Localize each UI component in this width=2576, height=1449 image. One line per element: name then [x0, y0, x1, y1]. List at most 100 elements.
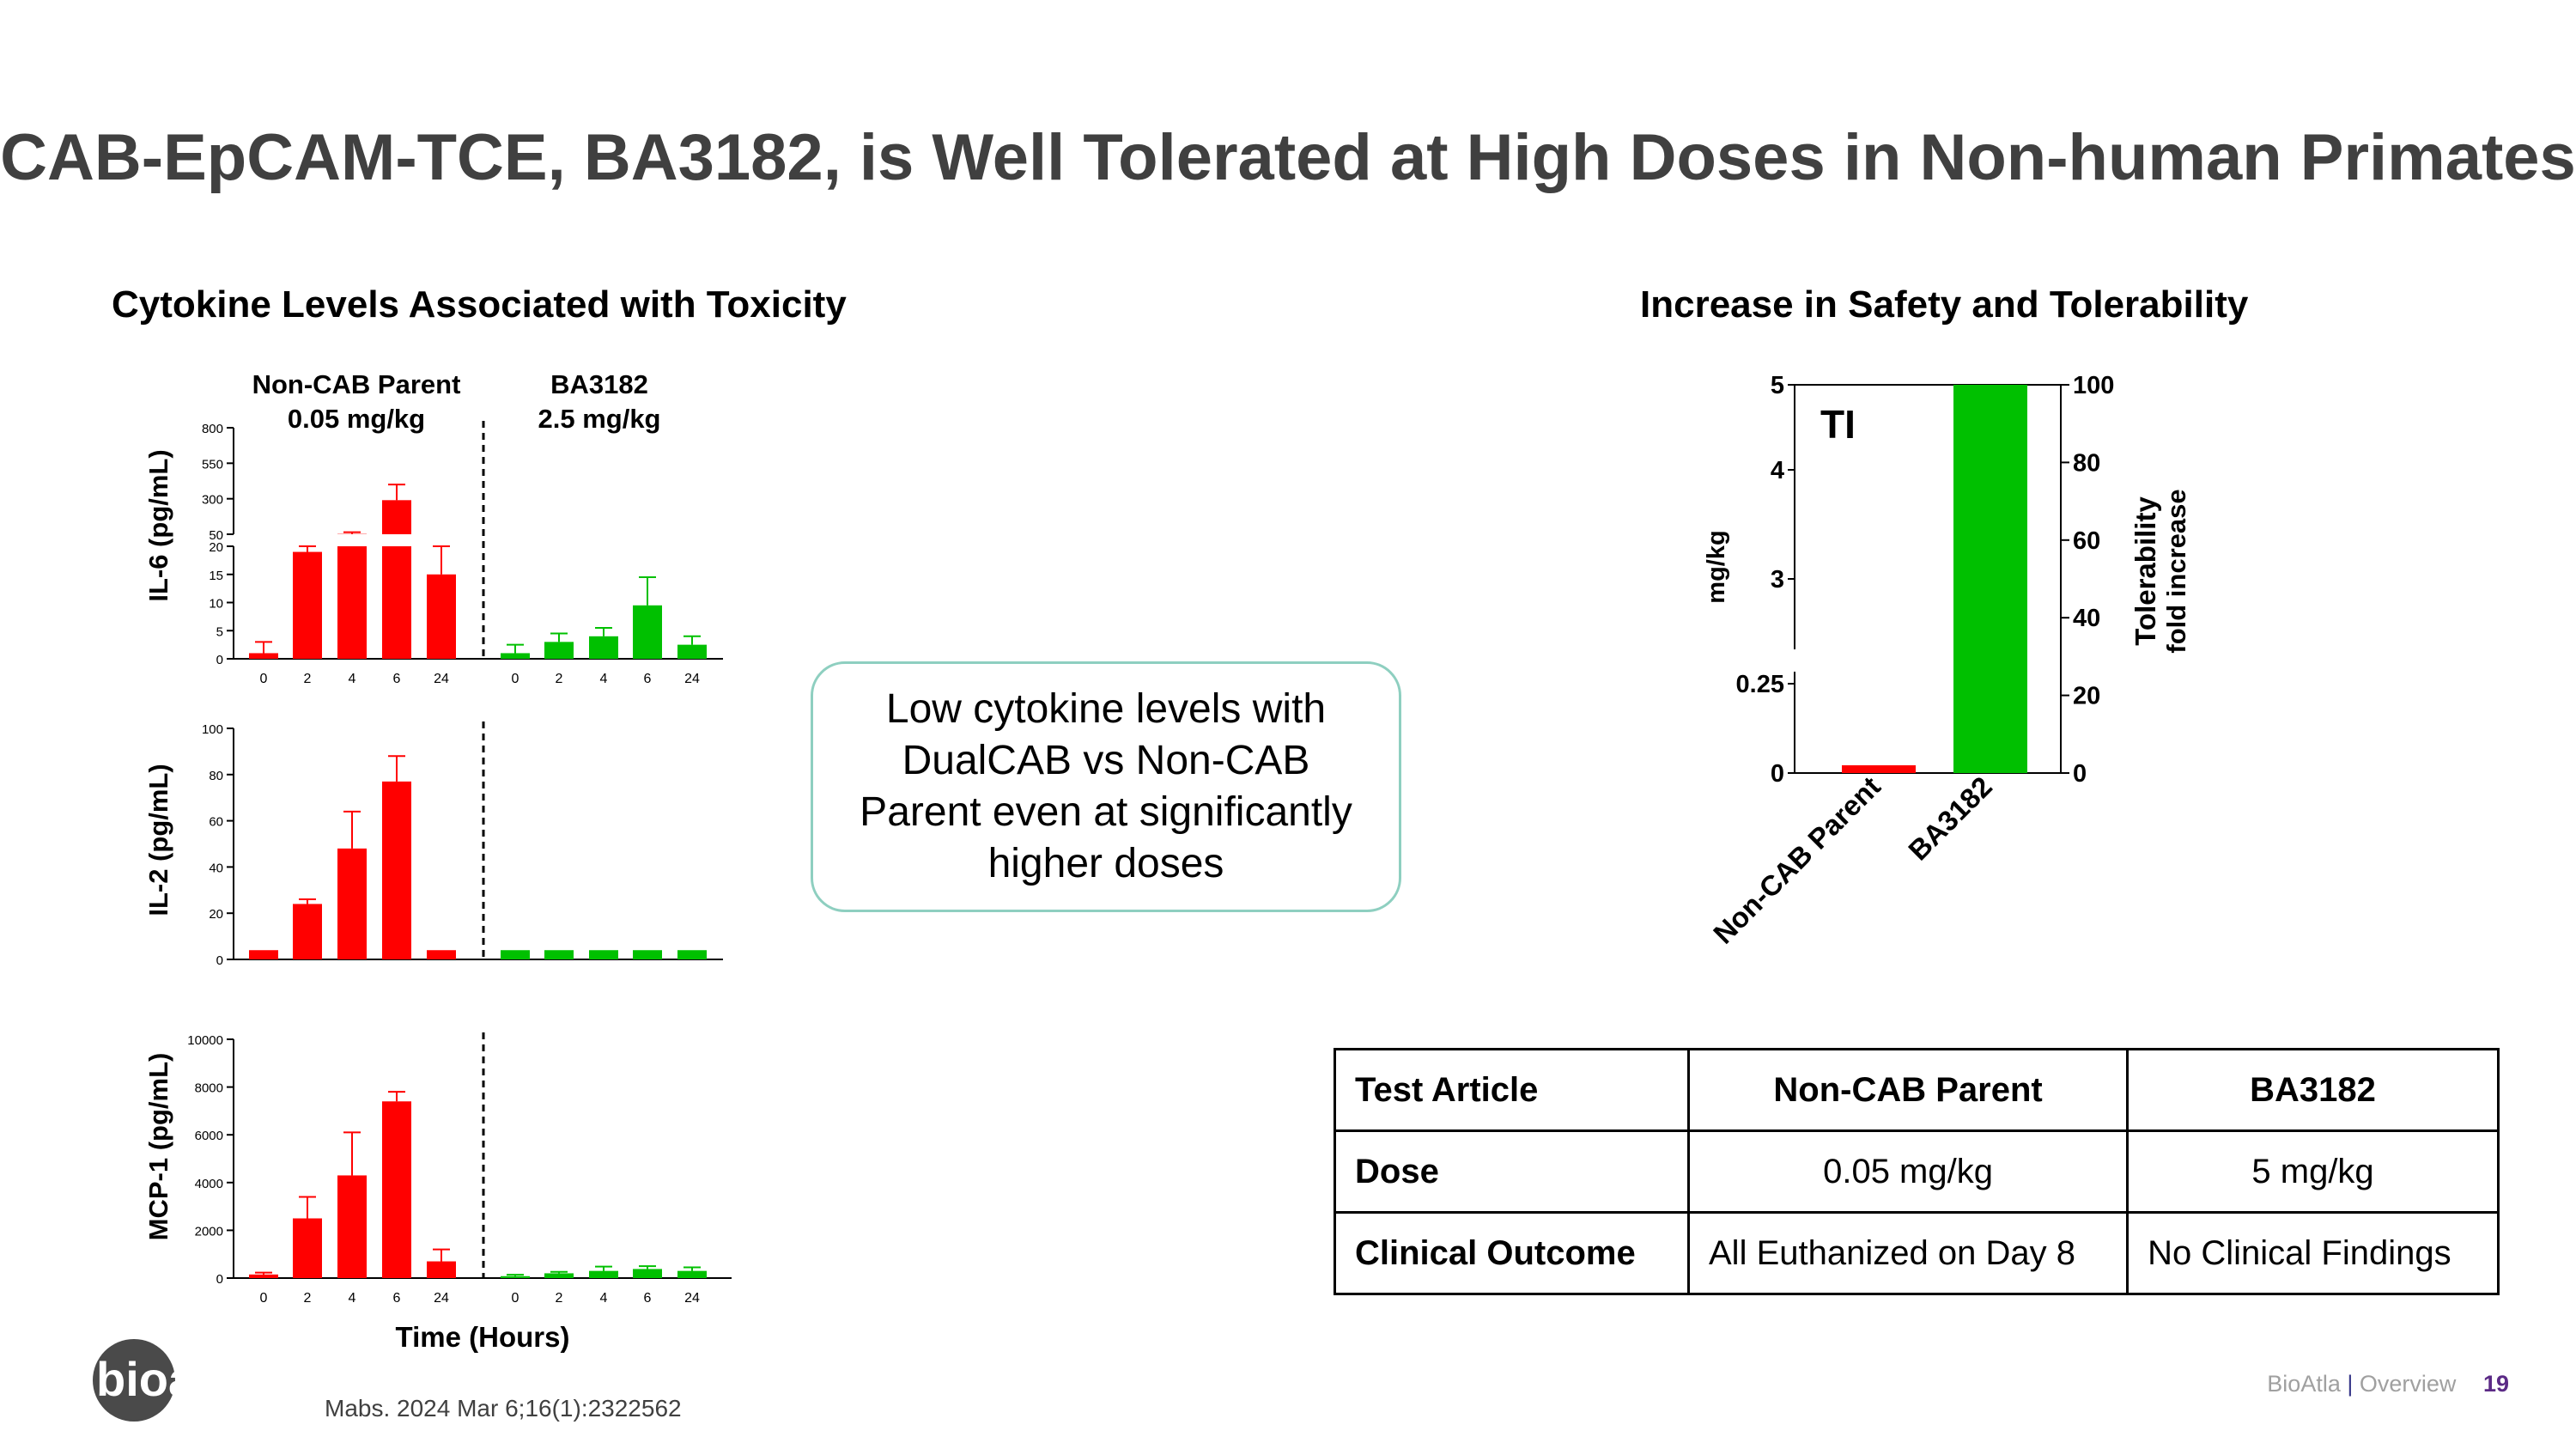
bioatla-logo: bioatla — [93, 1339, 252, 1422]
x-tick-label: 0 — [260, 672, 268, 686]
table-row: Clinical Outcome All Euthanized on Day 8… — [1334, 1211, 2500, 1295]
x-tick-label: 2 — [304, 1291, 312, 1306]
bar — [293, 904, 322, 959]
il6-y-label: IL-6 (pg/mL) — [143, 449, 173, 601]
table-row: Dose 0.05 mg/kg 5 mg/kg — [1334, 1129, 2500, 1214]
table-header-cell: BA3182 — [2126, 1048, 2500, 1132]
y-tick-label: 2000 — [195, 1224, 223, 1239]
y-tick-label: 550 — [202, 457, 223, 472]
footer-separator: | — [2347, 1371, 2354, 1397]
y-tick-label: 4000 — [195, 1177, 223, 1191]
callout-box: Low cytokine levels with DualCAB vs Non-… — [811, 661, 1401, 912]
y-tick-label: 80 — [209, 769, 223, 783]
bar — [589, 636, 618, 659]
right-tick-label: 0 — [2073, 760, 2087, 788]
bar — [589, 1270, 618, 1278]
bar — [382, 1101, 411, 1278]
time-axis-label: Time (Hours) — [396, 1321, 570, 1353]
y-tick-label: 0 — [216, 1272, 223, 1287]
y-tick-label: 10 — [209, 597, 223, 612]
slide-title: CAB-EpCAM-TCE, BA3182, is Well Tolerated… — [0, 121, 2576, 194]
bar — [382, 781, 411, 959]
bar — [427, 1261, 456, 1278]
y-tick-label: 15 — [209, 569, 223, 583]
x-tick-label: 6 — [644, 672, 652, 686]
y-tick-label: 0 — [216, 653, 223, 667]
bar — [337, 1175, 367, 1278]
bar — [544, 1273, 574, 1278]
y-tick-label: 60 — [209, 815, 223, 830]
x-tick-label: 4 — [600, 1291, 608, 1306]
il6-group-label-ba3182: BA3182 — [550, 369, 648, 399]
ti-annotation: TI — [1820, 402, 1856, 447]
bar — [249, 653, 278, 659]
x-tick-label: 6 — [644, 1291, 652, 1306]
table-header-cell: Non-CAB Parent — [1686, 1048, 2129, 1132]
y-tick-label: 10000 — [187, 1033, 223, 1048]
il6-group-dose-parent: 0.05 mg/kg — [288, 404, 425, 434]
right-section-heading: Increase in Safety and Tolerability — [1640, 283, 2249, 326]
bar — [337, 546, 367, 659]
left-tick-label: 3 — [1771, 566, 1784, 594]
right-tick-label: 20 — [2073, 683, 2100, 710]
y-tick-label: 100 — [202, 722, 223, 737]
bar — [677, 950, 707, 959]
bar — [427, 950, 456, 959]
y-tick-label: 0 — [216, 953, 223, 968]
footer-company: BioAtla — [2267, 1371, 2341, 1397]
x-tick-label: 24 — [684, 672, 700, 686]
y-tick-label: 20 — [209, 540, 223, 555]
bar — [249, 1274, 278, 1278]
right-tick-label: 40 — [2073, 605, 2100, 632]
left-tick-label: 0 — [1771, 760, 1784, 788]
y-tick-label: 300 — [202, 493, 223, 508]
x-tick-label: 2 — [556, 672, 563, 686]
table-cell: No Clinical Findings — [2126, 1211, 2500, 1295]
left-tick-label: 4 — [1771, 457, 1784, 484]
x-tick-label: 0 — [512, 672, 519, 686]
table-cell: 0.05 mg/kg — [1686, 1129, 2129, 1214]
x-tick-label: 24 — [434, 1291, 449, 1306]
x-tick-label: 0 — [512, 1291, 519, 1306]
bar — [633, 950, 662, 959]
bar — [501, 1275, 530, 1278]
x-tick-label: 24 — [434, 672, 449, 686]
ti-left-axis-label: mg/kg — [1703, 530, 1730, 603]
right-tick-label: 100 — [2073, 372, 2114, 399]
x-tick-label: 4 — [349, 1291, 356, 1306]
y-tick-label: 6000 — [195, 1129, 223, 1143]
logo-circle — [93, 1339, 175, 1422]
y-tick-label: 20 — [209, 907, 223, 922]
y-tick-label: 800 — [202, 422, 223, 436]
bar — [382, 500, 411, 534]
bar — [337, 848, 367, 959]
bar — [501, 950, 530, 959]
bar — [589, 950, 618, 959]
x-tick-label: 2 — [304, 672, 312, 686]
il6-group-dose-ba3182: 2.5 mg/kg — [538, 404, 661, 434]
x-tick-label: 2 — [556, 1291, 563, 1306]
logo-text: bioatla — [96, 1352, 252, 1406]
bar — [293, 1218, 322, 1278]
x-tick-label: 6 — [393, 1291, 401, 1306]
bar — [249, 950, 278, 959]
y-tick-label: 8000 — [195, 1081, 223, 1096]
bar — [677, 1270, 707, 1278]
x-tick-label: 4 — [349, 672, 356, 686]
y-tick-label: 50 — [209, 528, 223, 543]
y-tick-label: 40 — [209, 861, 223, 875]
footer-section: Overview — [2359, 1371, 2457, 1397]
x-tick-label: 4 — [600, 672, 608, 686]
ti-chart: 0 0.25 3 4 5 0 20 40 60 80 100 TI mg/kg Tolerabili… — [1703, 372, 2191, 950]
il2-chart: 0 20 40 60 80 100 — [202, 721, 723, 968]
callout-text: Low cytokine levels with DualCAB vs Non-… — [860, 686, 1352, 886]
table-row-header: Clinical Outcome — [1334, 1211, 1690, 1295]
ti-category-label: Non-CAB Parent — [1707, 770, 1886, 950]
bar — [544, 950, 574, 959]
bar — [1953, 385, 2027, 773]
left-tick-label: 0.25 — [1736, 671, 1784, 698]
table-header-row: Test Article Non-CAB Parent BA3182 — [1334, 1048, 2500, 1132]
y-tick-label: 5 — [216, 624, 223, 639]
